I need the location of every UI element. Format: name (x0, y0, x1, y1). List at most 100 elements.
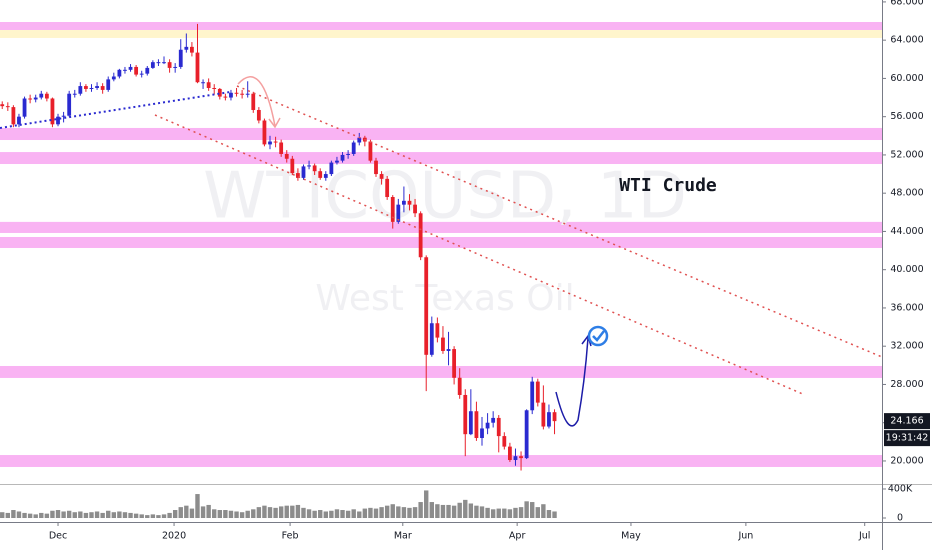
volume-bar (440, 504, 446, 519)
volume-bar (39, 512, 44, 519)
candle-body (206, 82, 211, 88)
candle-body (0, 104, 5, 107)
candle-body (463, 394, 468, 435)
volume-bar (145, 515, 150, 519)
volume-bar (11, 510, 16, 519)
zone (0, 30, 882, 38)
zones (0, 21, 882, 467)
candle-body (178, 49, 183, 67)
candle-body (312, 165, 317, 172)
candle-body (524, 410, 529, 459)
volume-bar (27, 513, 33, 519)
arrow (555, 337, 589, 427)
y-tick-label: 32.000 (890, 341, 923, 352)
candle-body (335, 160, 339, 163)
volume-bar (507, 509, 513, 519)
volume-bar (117, 511, 122, 519)
volume-bar (468, 503, 474, 519)
x-tick-label: Apr (509, 531, 526, 542)
candle-body (217, 88, 222, 97)
trend-line (236, 85, 883, 358)
candle-body (541, 402, 546, 427)
volume-bar (546, 510, 552, 519)
x-tick-label: Dec (49, 531, 67, 542)
candle-body (72, 93, 77, 95)
y-tick-label: 20.000 (890, 455, 923, 466)
candle-body (173, 66, 178, 68)
candle-body (33, 97, 38, 100)
volume-bar (513, 507, 518, 519)
candle-body (95, 86, 99, 88)
candle-body (535, 381, 540, 403)
candle-body (441, 337, 445, 351)
candle-body (418, 213, 423, 258)
volume-bar (239, 512, 245, 519)
candle-body (357, 137, 362, 143)
candle-body (435, 323, 440, 338)
volume-bar (0, 512, 5, 519)
candle-body (134, 66, 139, 75)
x-tick-label: Jun (737, 531, 753, 542)
candle-body (184, 46, 189, 50)
volume-bar (407, 507, 412, 519)
volume-bar (66, 510, 72, 519)
volume-bar (329, 510, 334, 519)
axes: 20.00024.00028.00032.00036.00040.00044.0… (49, 0, 930, 542)
candle-body (28, 98, 33, 100)
candle-body (530, 381, 535, 411)
volume-bar (357, 511, 362, 519)
volume-bar (379, 507, 384, 519)
candle-body (117, 69, 122, 77)
watermark: WTICOUSD, 1D (203, 160, 687, 234)
volume-bar (161, 514, 167, 519)
volume-bar (83, 512, 89, 519)
volume-bar (72, 512, 77, 519)
candle-body (485, 422, 490, 429)
candle-body (273, 141, 278, 143)
candle-body (346, 153, 351, 155)
candle-body (89, 87, 94, 89)
y-tick-label: 28.000 (890, 379, 923, 390)
volume-bar (463, 499, 468, 519)
candle-body (385, 178, 390, 198)
y-tick-label: 44.000 (890, 226, 923, 237)
arrow-head (268, 117, 281, 129)
candle-body (139, 73, 144, 75)
candle-body (496, 417, 501, 437)
volume-bar (479, 506, 485, 519)
candle-body (22, 98, 27, 117)
volume-bar (133, 513, 139, 519)
volume-bar (518, 507, 524, 519)
volume-bar (451, 505, 457, 519)
volume-bar (189, 508, 195, 519)
volume-bar (301, 507, 306, 519)
volume-bar (278, 506, 284, 519)
candle-body (284, 153, 289, 159)
volume-bar (424, 490, 429, 519)
candle-body (402, 200, 406, 205)
candle-body (145, 67, 150, 74)
volume-bar (474, 505, 479, 519)
candle-body (50, 98, 55, 125)
volume-bar (446, 504, 451, 519)
candle-body (201, 82, 205, 84)
candle-body (446, 349, 451, 351)
volume-bar (228, 510, 234, 519)
candle-body (307, 165, 311, 167)
candle-body (150, 62, 155, 68)
check-icon (587, 325, 609, 347)
volume-bar (128, 512, 133, 519)
volume-bar (323, 511, 328, 519)
candle-body (547, 412, 551, 427)
volume-bar (139, 514, 144, 519)
x-tick-label: 2020 (162, 531, 186, 542)
candle-body (111, 76, 116, 80)
volume-bar (251, 509, 256, 519)
countdown-label: 19:31:42 (886, 433, 929, 444)
candle-body (468, 411, 473, 435)
zone (0, 236, 882, 248)
volume-bar (94, 511, 100, 519)
volume-bar (22, 512, 27, 519)
candle-body (368, 141, 373, 161)
